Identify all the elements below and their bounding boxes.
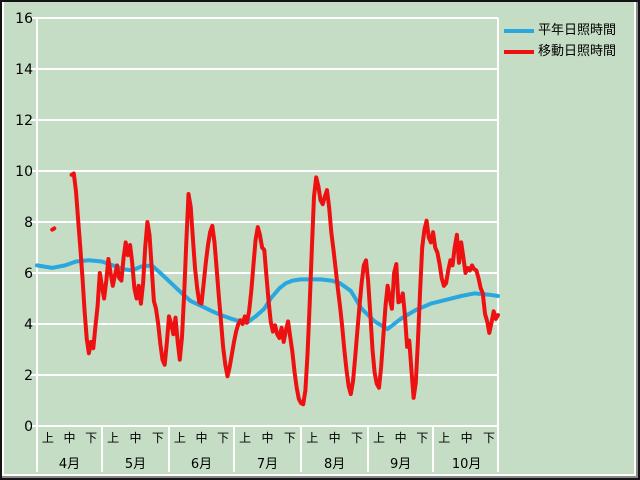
month-label: 8月 [324,457,345,472]
y-tick-label: 14 [15,62,33,78]
period-label: 下 [217,431,229,445]
period-label: 中 [261,430,273,445]
month-label: 5月 [125,457,146,472]
period-label: 下 [85,431,97,445]
y-tick-label: 2 [24,368,33,384]
period-label: 上 [42,431,54,445]
legend: 平年日照時間 移動日照時間 [504,22,616,61]
series-line-moving [50,226,57,232]
legend-swatch-moving-line-icon [504,50,534,54]
period-label: 中 [63,430,75,445]
period-label: 上 [107,431,119,445]
legend-label-normal: 平年日照時間 [538,23,617,38]
period-label: 中 [195,430,207,445]
period-label: 中 [461,430,473,445]
legend-swatch-normal-line-icon [504,29,534,33]
period-label: 上 [306,431,318,445]
month-label: 6月 [191,457,212,472]
period-label: 中 [395,430,407,445]
chart-surface: 0 2 4 6 8 10 12 14 16 上中下 4月上中下 5月上中下 6月上中下 7月上中下 8月上中… [2,2,636,476]
period-label: 下 [483,431,495,445]
period-label: 下 [152,431,164,445]
series-line-moving [69,171,500,407]
period-label: 中 [329,430,341,445]
period-label: 上 [239,431,251,445]
y-tick-label: 6 [24,266,33,282]
period-label: 中 [129,430,141,445]
month-label: 9月 [390,457,411,472]
period-label: 下 [351,431,363,445]
period-label: 上 [373,431,385,445]
period-label: 下 [416,431,428,445]
legend-item-moving: 移動日照時間 [504,43,616,61]
period-label: 下 [284,431,296,445]
y-tick-label: 8 [24,215,33,231]
y-tick-label: 4 [24,317,33,333]
legend-item-normal: 平年日照時間 [504,22,616,40]
y-tick-label: 10 [15,164,33,180]
legend-label-moving: 移動日照時間 [538,44,617,59]
sunshine-chart: 0246810121416上中下4月上中下5月上中下6月上中下7月上中下8月上中… [15,11,500,472]
y-tick-label: 0 [24,419,33,435]
y-tick-label: 16 [15,11,33,27]
period-label: 上 [438,431,450,445]
month-label: 10月 [452,457,482,472]
month-label: 7月 [257,457,278,472]
period-label: 上 [174,431,186,445]
month-label: 4月 [59,457,80,472]
y-tick-label: 12 [15,113,33,129]
